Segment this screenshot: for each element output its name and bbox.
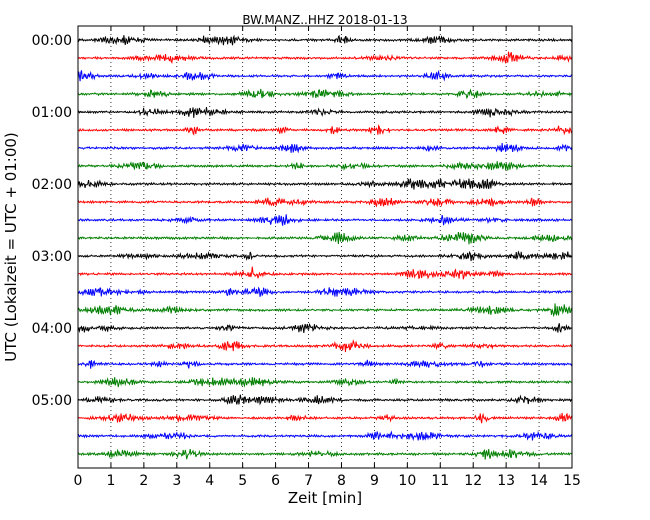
trace-0030 <box>77 69 573 82</box>
trace-0245 <box>77 231 573 245</box>
trace-0345 <box>77 303 573 318</box>
x-tick-label: 3 <box>172 473 181 489</box>
x-tick-label: 12 <box>464 473 482 489</box>
trace-0215 <box>77 197 573 208</box>
x-tick-label: 9 <box>370 473 379 489</box>
trace-0515 <box>77 412 573 424</box>
y-tick-label: 01:00 <box>32 105 72 121</box>
x-tick-label: 14 <box>530 473 548 489</box>
trace-0530 <box>77 430 573 442</box>
trace-0500 <box>77 394 573 406</box>
trace-0000 <box>77 34 573 46</box>
trace-0330 <box>77 286 573 297</box>
y-tick-label: 02:00 <box>32 177 72 193</box>
x-tick-label: 8 <box>337 473 346 489</box>
y-tick-label: 03:00 <box>32 249 72 265</box>
trace-0400 <box>77 322 573 334</box>
y-tick-label: 05:00 <box>32 393 72 409</box>
trace-0200 <box>77 178 573 190</box>
x-axis: 0 1 2 3 4 5 6 7 8 9 10 11 12 13 14 15 <box>74 26 581 489</box>
trace-0130 <box>77 143 573 154</box>
x-tick-label: 0 <box>74 473 83 489</box>
x-tick-label: 10 <box>398 473 416 489</box>
trace-0315 <box>77 266 573 280</box>
x-tick-label: 2 <box>139 473 148 489</box>
trace-0300 <box>77 250 573 262</box>
trace-0015 <box>77 51 573 65</box>
seismic-traces <box>77 34 573 460</box>
grid-lines <box>110 26 540 468</box>
trace-0545 <box>77 448 573 460</box>
x-tick-label: 1 <box>106 473 115 489</box>
x-tick-label: 15 <box>563 473 581 489</box>
trace-0445 <box>77 377 573 388</box>
trace-0115 <box>77 124 573 136</box>
x-tick-label: 11 <box>431 473 449 489</box>
trace-0415 <box>77 339 573 353</box>
y-tick-label: 00:00 <box>32 33 72 49</box>
x-axis-label: Zeit [min] <box>288 489 362 507</box>
trace-0430 <box>77 359 573 369</box>
x-tick-label: 5 <box>238 473 247 489</box>
trace-0145 <box>77 161 573 171</box>
chart-title: BW.MANZ..HHZ 2018-01-13 <box>242 13 407 27</box>
y-tick-label: 04:00 <box>32 321 72 337</box>
x-tick-label: 7 <box>304 473 313 489</box>
x-tick-label: 6 <box>271 473 280 489</box>
x-tick-label: 13 <box>497 473 515 489</box>
trace-0100 <box>77 106 573 118</box>
trace-0230 <box>77 214 573 226</box>
trace-0045 <box>77 88 573 100</box>
x-tick-label: 4 <box>205 473 214 489</box>
y-axis: 00:00 01:00 02:00 03:00 04:00 05:00 <box>32 33 572 409</box>
y-axis-label: UTC (Lokalzeit = UTC + 01:00) <box>2 132 20 362</box>
plot-frame <box>77 25 573 469</box>
